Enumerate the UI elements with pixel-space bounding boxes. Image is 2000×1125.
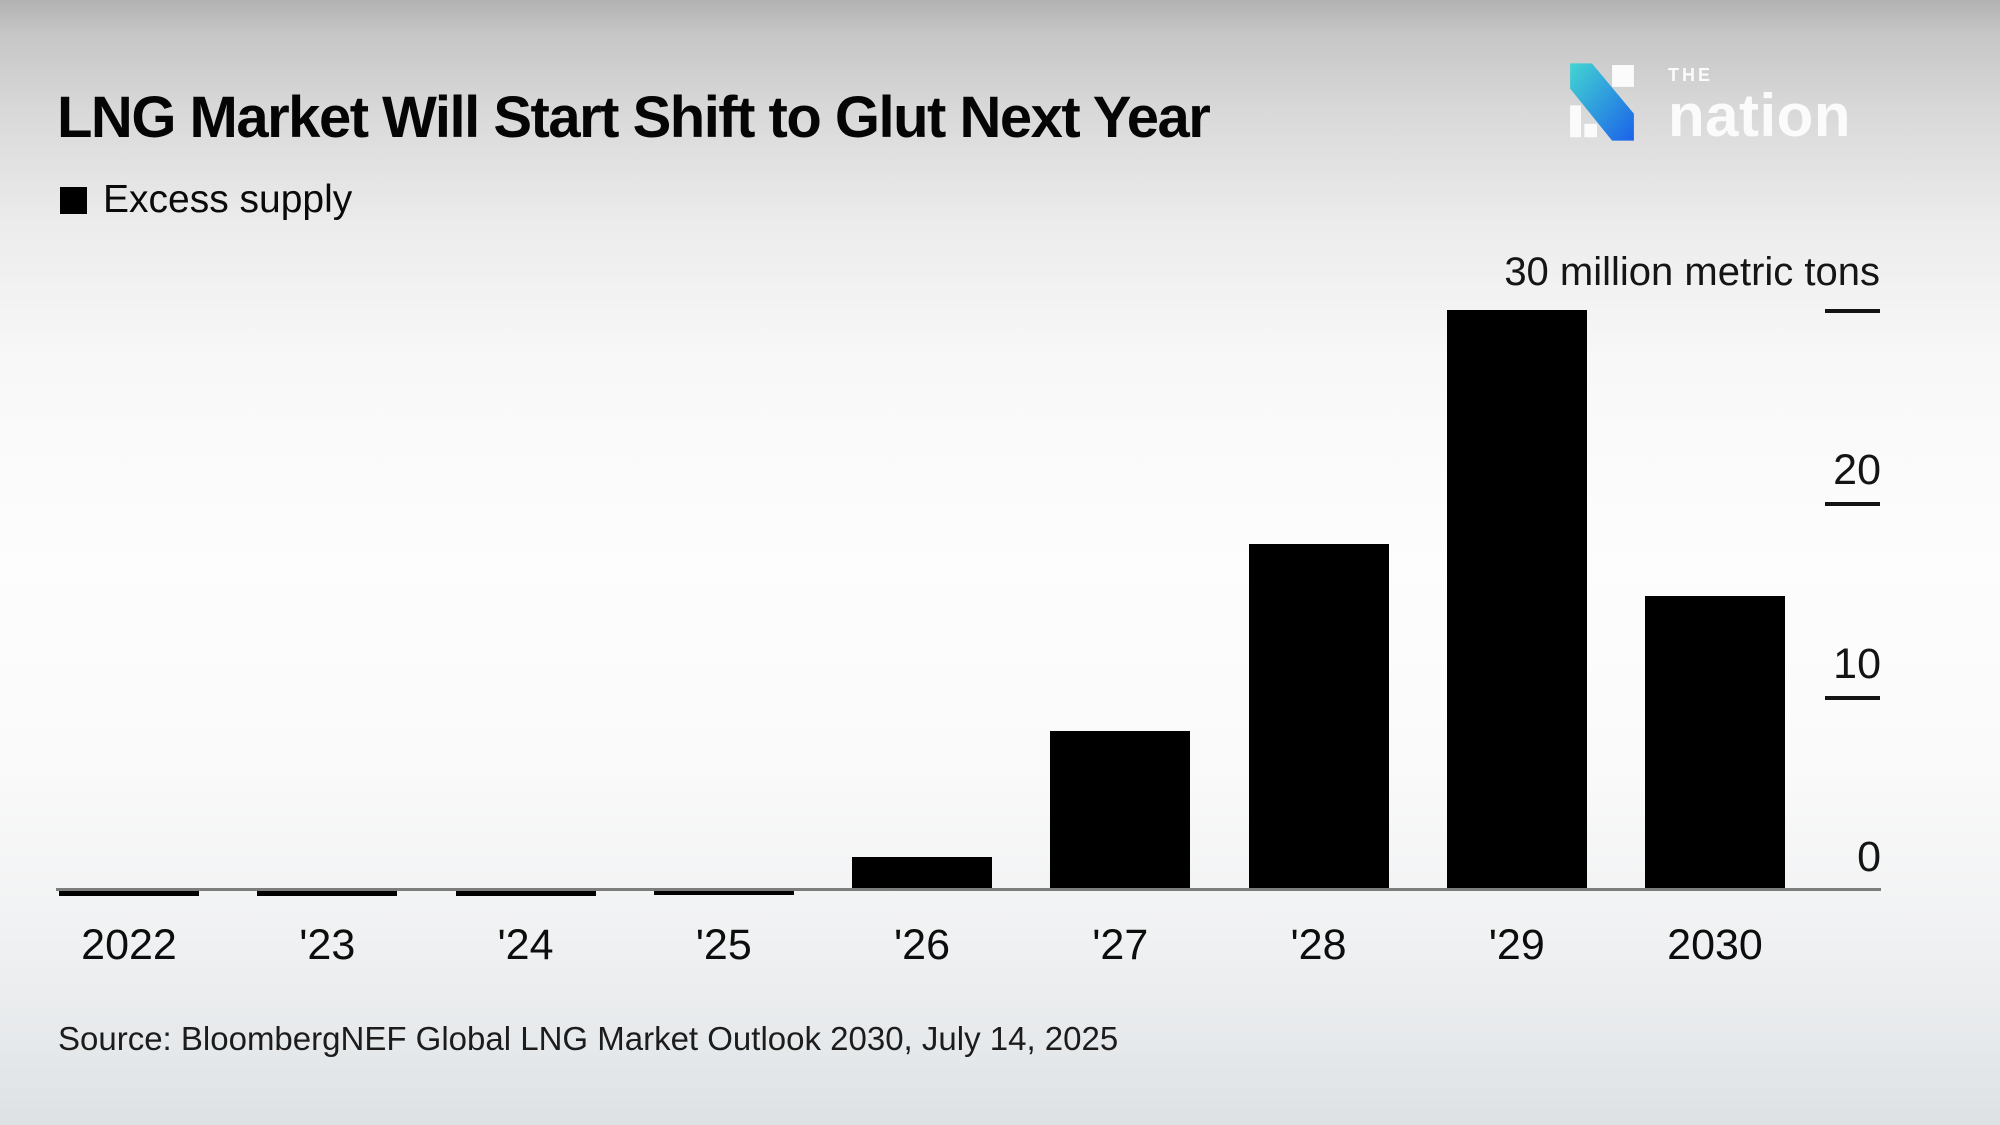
bar-23 — [257, 890, 398, 896]
logo-text: THE nation — [1668, 60, 1851, 149]
logo-name: nation — [1668, 82, 1851, 149]
the-nation-logo: THE nation — [1560, 60, 1851, 149]
x-label-2022: 2022 — [81, 921, 177, 969]
y-tick-line-10 — [1825, 695, 1880, 700]
bar-2030 — [1645, 595, 1785, 890]
chart-title: LNG Market Will Start Shift to Glut Next… — [57, 85, 1211, 150]
y-tick-label-10: 10 — [1833, 639, 1881, 688]
x-label-24: '24 — [497, 921, 554, 969]
plot-area: 20 10 0 2022 '23 '24 '25 '26 '27 '28 '29 2030 — [56, 240, 1881, 969]
source-note: Source: BloombergNEF Global LNG Market O… — [58, 1020, 1119, 1057]
y-axis-unit-label: 30 million metric tons — [1504, 250, 1880, 294]
x-label-29: '29 — [1488, 921, 1545, 969]
x-label-27: '27 — [1092, 921, 1149, 969]
bar-28 — [1248, 543, 1389, 890]
bar-27 — [1050, 731, 1191, 890]
bar-25 — [653, 890, 794, 895]
x-label-2030: 2030 — [1667, 921, 1763, 969]
x-label-25: '25 — [695, 921, 752, 969]
y-tick-label-0: 0 — [1857, 833, 1881, 881]
legend-label: Excess supply — [103, 178, 353, 221]
x-axis-baseline — [56, 888, 1881, 891]
legend: Excess supply — [60, 178, 352, 222]
x-label-26: '26 — [893, 921, 951, 969]
bar-29 — [1446, 309, 1587, 890]
bar-2022 — [59, 890, 199, 896]
y-tick-label-20: 20 — [1833, 446, 1881, 494]
bar-26 — [852, 857, 992, 890]
x-label-23: '23 — [299, 921, 356, 969]
logo-the: THE — [1668, 65, 1713, 85]
y-tick-line-20 — [1825, 502, 1880, 506]
x-label-28: '28 — [1290, 921, 1347, 969]
y-tick-line-30 — [1825, 308, 1880, 313]
bar-24 — [455, 890, 596, 896]
nation-n-logo-icon — [1570, 63, 1634, 141]
legend-swatch — [60, 186, 87, 214]
